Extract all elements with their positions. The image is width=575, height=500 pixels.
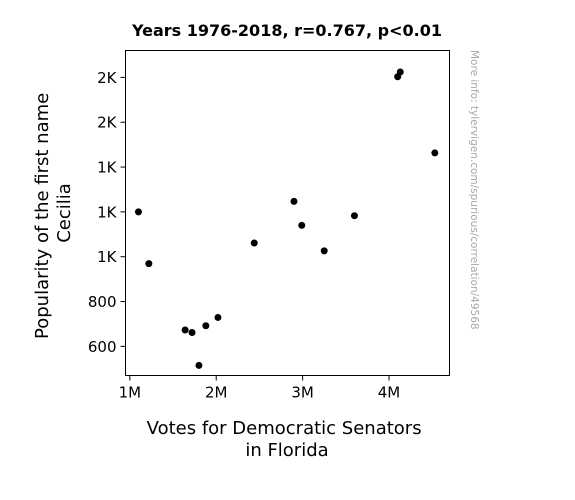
data-point (396, 68, 404, 76)
watermark-text: More info: tylervigen.com/spurious/corre… (468, 50, 480, 330)
x-tick-label: 4M (378, 384, 401, 402)
y-tick-label: 1K (97, 203, 118, 221)
y-axis-label: Popularity of the first name Cecilia (32, 87, 75, 339)
data-point (431, 149, 439, 157)
data-point (214, 313, 222, 321)
data-point (145, 260, 153, 268)
data-point (298, 221, 306, 229)
y-axis: 600 800 1K 1K 1K 2K 2K (88, 69, 126, 356)
y-tick-label: 1K (97, 159, 118, 177)
y-tick-label: 2K (97, 114, 118, 132)
chart-title: Years 1976-2018, r=0.767, p<0.01 (131, 21, 442, 40)
y-axis-label-line-1: Popularity of the first name (32, 93, 53, 339)
x-axis: 1M 2M 3M 4M (119, 375, 401, 402)
x-tick-label: 3M (291, 384, 314, 402)
y-tick-label: 600 (88, 338, 117, 356)
data-point (181, 326, 189, 334)
x-axis-label-line-2: in Florida (245, 440, 328, 461)
y-tick-label: 1K (97, 248, 118, 266)
plot-frame (125, 50, 450, 376)
x-tick-label: 2M (205, 384, 228, 402)
data-point (202, 322, 210, 330)
x-axis-label: Votes for Democratic Senators in Florida (147, 418, 428, 461)
data-point (195, 361, 203, 369)
data-point (290, 197, 298, 205)
data-points (134, 68, 439, 369)
data-point (188, 328, 196, 336)
x-tick-label: 1M (119, 384, 142, 402)
data-point (250, 239, 258, 247)
data-point (320, 247, 328, 255)
data-point (134, 208, 142, 216)
y-tick-label: 800 (88, 293, 117, 311)
y-tick-label: 2K (97, 69, 118, 87)
x-axis-label-line-1: Votes for Democratic Senators (147, 418, 422, 439)
data-point (350, 212, 358, 220)
y-axis-label-line-2: Cecilia (54, 183, 75, 243)
